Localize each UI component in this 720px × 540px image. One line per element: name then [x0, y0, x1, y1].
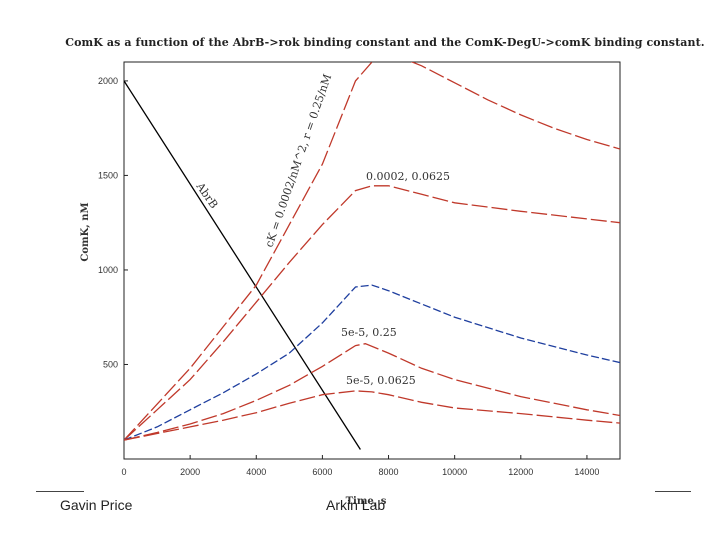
footer-author: Gavin Price	[60, 497, 133, 513]
x-tick-label: 8000	[379, 467, 399, 477]
x-tick-label: 14000	[574, 467, 599, 477]
x-axis-label: Time, s	[346, 496, 387, 507]
x-tick-label: 12000	[508, 467, 533, 477]
label-5e5-025: 5e-5, 0.25	[341, 326, 397, 339]
x-tick-label: 0	[121, 467, 126, 477]
x-tick-label: 6000	[312, 467, 332, 477]
y-tick-label: 1500	[98, 170, 118, 180]
plot-area	[123, 61, 621, 460]
chart-title: ComK as a function of the AbrB->rok bind…	[65, 36, 705, 49]
footer-lab: Arkin Lab	[326, 497, 386, 513]
series-line-3	[124, 284, 620, 441]
series-line-5	[124, 390, 620, 441]
label-0002-0625: 0.0002, 0.0625	[366, 170, 450, 183]
series-line-2	[124, 185, 620, 441]
y-tick-label: 1000	[98, 265, 118, 275]
footer-divider-right	[655, 491, 691, 492]
series-line-1	[124, 62, 620, 441]
series-line-4	[124, 343, 620, 441]
label-5e5-0625: 5e-5, 0.0625	[346, 374, 416, 387]
x-tick-label: 2000	[180, 467, 200, 477]
series-line-0	[124, 80, 361, 450]
y-tick-label: 2000	[98, 76, 118, 86]
x-tick-label: 10000	[442, 467, 467, 477]
y-tick-label: 500	[103, 359, 118, 369]
footer-divider-left	[36, 491, 84, 492]
y-axis-label: ComK, nM	[80, 202, 91, 261]
x-tick-label: 4000	[246, 467, 266, 477]
